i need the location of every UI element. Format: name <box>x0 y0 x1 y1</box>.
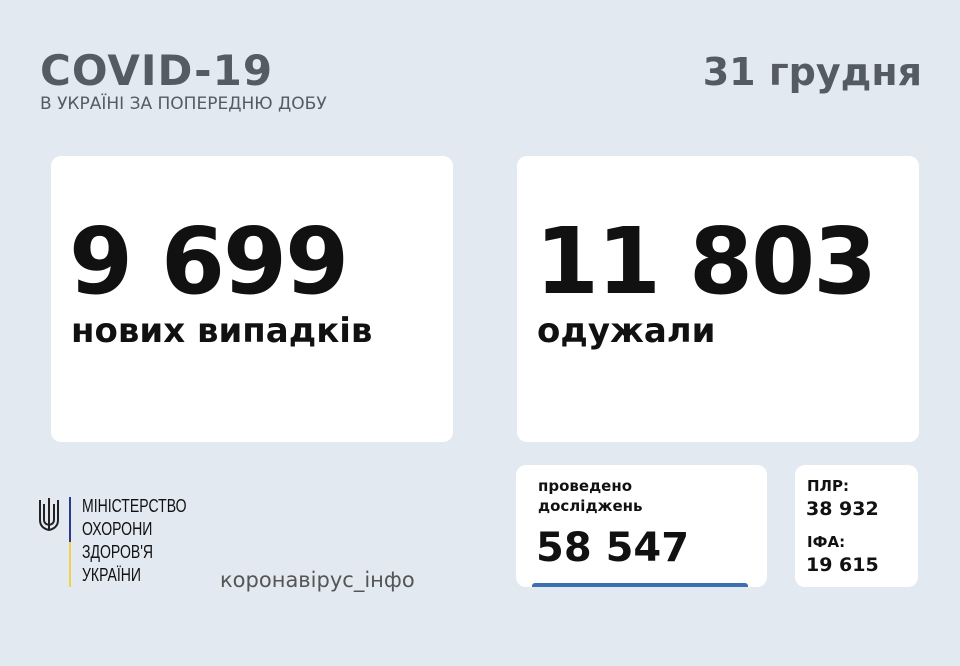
tests-label-1: проведено <box>538 477 633 495</box>
date: 31 грудня <box>702 50 922 94</box>
flag-stripe-yellow <box>69 542 71 587</box>
ifa-label: ІФА: <box>807 533 846 551</box>
progress-bar <box>532 583 748 587</box>
ministry-line: ЗДОРОВ'Я <box>82 542 154 562</box>
recovered-label: одужали <box>537 311 716 351</box>
ministry-line: МІНІСТЕРСТВО <box>82 496 187 516</box>
recovered-value: 11 803 <box>535 208 877 315</box>
recovered-card: 11 803 одужали <box>517 156 919 442</box>
ministry-line: УКРАЇНИ <box>82 565 142 585</box>
tests-value: 58 547 <box>536 525 690 571</box>
pcr-value: 38 932 <box>806 498 879 520</box>
pcr-label: ПЛР: <box>807 477 850 495</box>
site-name: коронавірус_інфо <box>220 568 415 592</box>
ministry-logo-text: МІНІСТЕРСТВО ОХОРОНИ ЗДОРОВ'Я УКРАЇНИ <box>82 495 187 587</box>
ministry-line: ОХОРОНИ <box>82 519 153 539</box>
pcr-ifa-card: ПЛР: 38 932 ІФА: 19 615 <box>795 465 918 587</box>
page-subtitle: В УКРАЇНІ ЗА ПОПЕРЕДНЮ ДОБУ <box>40 94 327 114</box>
page-title: COVID-19 <box>40 46 274 95</box>
trident-icon <box>39 498 59 532</box>
ifa-value: 19 615 <box>806 554 879 576</box>
new-cases-label: нових випадків <box>71 311 373 351</box>
tests-label-2: досліджень <box>538 497 643 515</box>
new-cases-card: 9 699 нових випадків <box>51 156 453 442</box>
tests-card: проведено досліджень 58 547 <box>516 465 767 587</box>
new-cases-value: 9 699 <box>69 208 349 315</box>
flag-stripe-blue <box>69 497 71 542</box>
